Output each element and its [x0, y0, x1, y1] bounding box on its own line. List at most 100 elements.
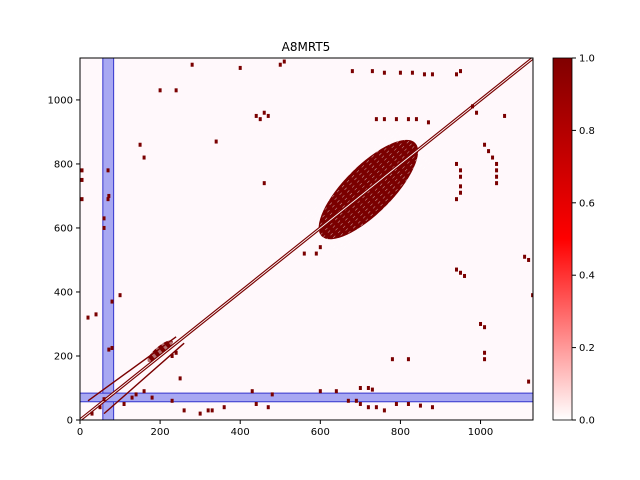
contact-point	[102, 397, 106, 402]
contact-point	[107, 193, 111, 198]
contact-point	[483, 357, 487, 362]
contact-region-texture	[146, 339, 172, 361]
contact-point	[354, 398, 358, 403]
contact-point	[214, 139, 218, 144]
contact-point	[118, 293, 122, 298]
colorbar-tick-label: 0.6	[579, 198, 595, 209]
contact-region-texture	[327, 149, 422, 244]
contact-point	[190, 62, 194, 67]
y-tick-label: 1000	[48, 95, 73, 106]
contact-point	[527, 257, 531, 262]
contact-point	[503, 113, 507, 118]
contact-point	[238, 65, 242, 70]
contact-region-texture	[330, 151, 425, 246]
contact-point	[106, 168, 110, 173]
contact-point	[262, 110, 266, 115]
colorbar-tick-label: 0.4	[579, 271, 595, 282]
contact-point	[94, 312, 98, 317]
contact-point	[459, 168, 463, 173]
contact-point	[80, 177, 84, 182]
contact-point	[406, 401, 410, 406]
x-axis: 0 200 400 600 800 1000	[77, 420, 493, 438]
contact-point	[382, 408, 386, 413]
colorbar-tick-label: 0.2	[579, 343, 595, 354]
contact-point	[170, 353, 174, 358]
contact-point	[86, 315, 90, 320]
contact-point	[350, 69, 354, 74]
contact-point	[454, 161, 458, 166]
contact-region-texture	[304, 125, 399, 220]
contact-point	[102, 225, 106, 230]
y-tick-label: 600	[54, 223, 73, 234]
contact-point	[174, 350, 178, 355]
contact-region-texture	[307, 128, 401, 223]
contact-point	[334, 389, 338, 394]
contact-marks	[80, 58, 533, 420]
contact-point	[366, 385, 370, 390]
contact-point	[282, 59, 286, 64]
x-tick-label: 400	[231, 427, 250, 438]
contact-band	[87, 336, 177, 402]
contact-point	[430, 72, 434, 77]
plot-frame	[79, 57, 534, 421]
contact-region-texture	[335, 156, 430, 251]
contact-point	[406, 357, 410, 362]
contact-point	[463, 273, 467, 278]
contact-region-texture	[325, 146, 420, 241]
contact-region-texture	[312, 133, 407, 228]
x-tick-label: 1000	[468, 427, 493, 438]
contact-point	[318, 389, 322, 394]
contact-point	[394, 117, 398, 122]
contact-region-texture	[322, 143, 417, 238]
contact-point	[390, 357, 394, 362]
contact-point	[158, 88, 162, 93]
contact-region-texture	[148, 341, 174, 363]
contact-region-texture	[320, 141, 415, 236]
contact-point	[491, 155, 495, 160]
contact-point	[318, 245, 322, 250]
contact-point	[122, 401, 126, 406]
contact-point	[278, 62, 282, 67]
contact-point	[382, 70, 386, 75]
contact-point	[483, 350, 487, 355]
contact-point	[134, 392, 138, 397]
colorbar-tick-label: 1.0	[579, 54, 595, 65]
contact-point	[110, 345, 114, 350]
contact-point	[370, 69, 374, 74]
contact-point	[142, 389, 146, 394]
contact-point	[454, 197, 458, 202]
contact-point	[266, 405, 270, 410]
contact-point	[523, 254, 527, 259]
contact-point	[254, 401, 258, 406]
contact-point	[98, 405, 102, 410]
contact-point	[107, 347, 111, 352]
y-tick-label: 800	[54, 159, 73, 170]
contact-point	[430, 405, 434, 410]
contact-point	[270, 392, 274, 397]
contact-point	[426, 120, 430, 125]
contact-diagonal-center	[80, 58, 533, 420]
contact-point	[414, 117, 418, 122]
contact-point	[174, 88, 178, 93]
contact-point	[302, 251, 306, 256]
contact-point	[479, 321, 483, 326]
contact-point	[254, 113, 258, 118]
contact-point	[374, 405, 378, 410]
contact-region-texture	[145, 337, 170, 359]
contact-point	[495, 181, 499, 186]
contact-region-texture	[145, 338, 171, 360]
contact-region-texture	[314, 136, 409, 230]
contact-point	[422, 72, 426, 77]
highlight-band-x	[102, 58, 115, 420]
contact-point	[206, 408, 210, 413]
contact-region-texture	[147, 340, 173, 362]
contact-point	[459, 174, 463, 179]
contact-region-texture	[309, 130, 404, 225]
x-tick-label: 600	[311, 427, 330, 438]
contact-point	[394, 401, 398, 406]
contact-point	[138, 142, 142, 147]
contact-point	[459, 190, 463, 195]
y-tick-label: 400	[54, 287, 73, 298]
contact-point	[262, 181, 266, 186]
